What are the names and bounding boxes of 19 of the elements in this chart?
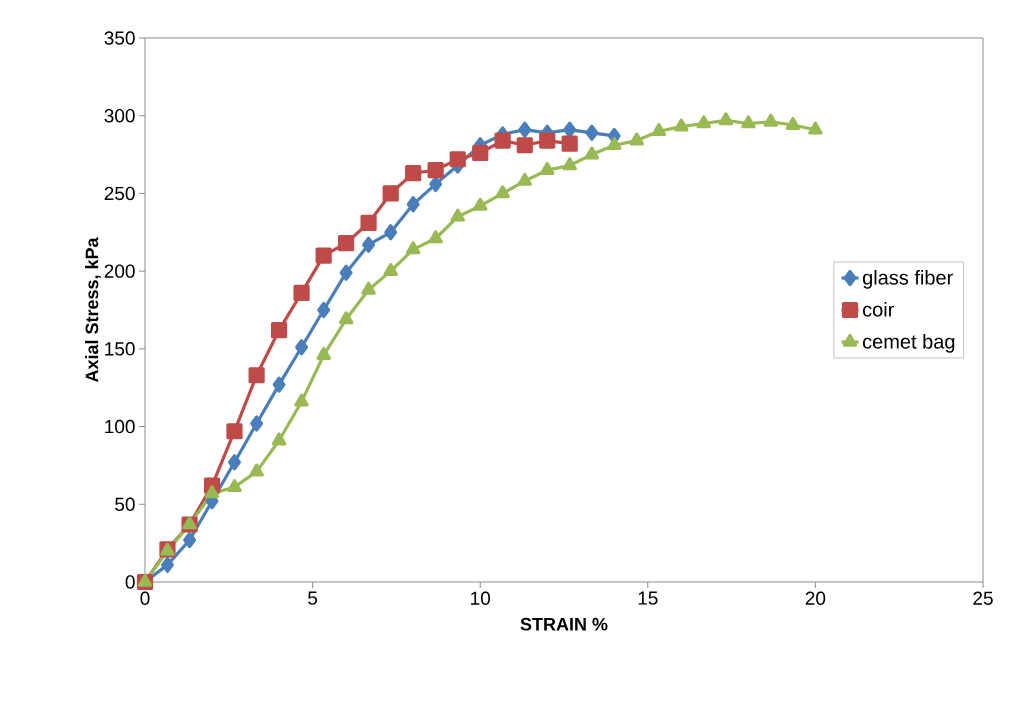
x-tick-label: 15: [638, 591, 658, 605]
x-tick-label: 5: [308, 591, 318, 605]
x-axis-title: STRAIN %: [520, 617, 608, 631]
y-tick-label: 350: [104, 31, 135, 45]
x-tick-label: 25: [973, 591, 993, 605]
y-tick-label: 200: [104, 264, 135, 278]
legend-label: glass fiber: [862, 270, 953, 289]
y-tick-label: 150: [105, 342, 135, 356]
y-tick-label: 50: [115, 497, 135, 511]
y-tick-label: 100: [105, 419, 135, 434]
x-tick-label: 10: [471, 591, 491, 605]
legend-label: cemet bag: [862, 333, 955, 353]
y-axis-title: Axial Stress, kPa: [85, 237, 101, 383]
y-tick-label: 0: [125, 575, 135, 589]
y-tick-label: 300: [104, 108, 135, 123]
x-tick-label: 20: [805, 591, 826, 605]
x-tick-label: 0: [140, 591, 150, 605]
legend-label: coir: [862, 302, 895, 317]
y-tick-label: 250: [104, 186, 135, 201]
